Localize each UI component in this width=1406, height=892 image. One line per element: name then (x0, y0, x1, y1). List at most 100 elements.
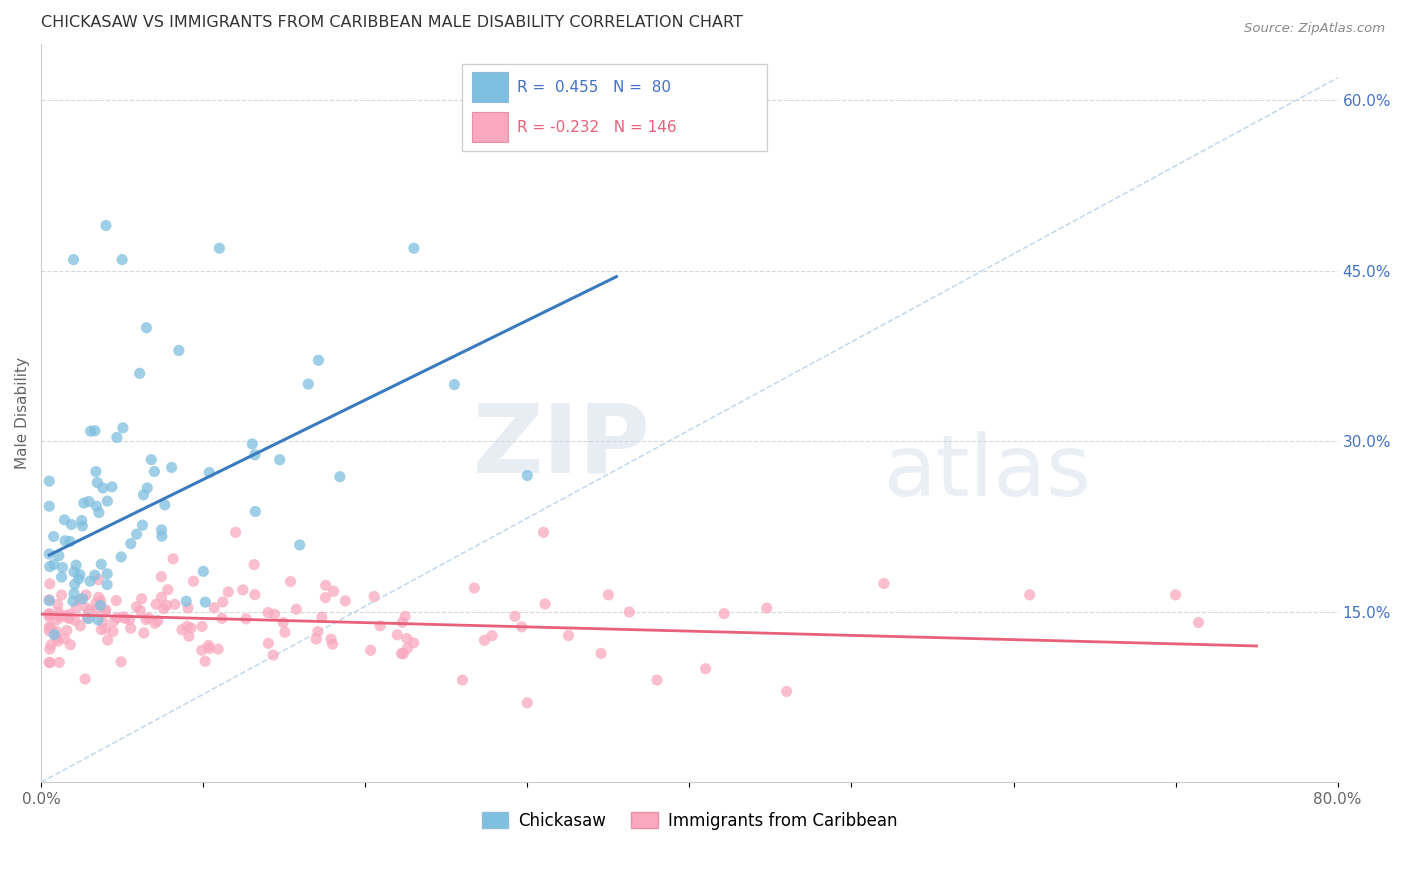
Point (76, 611, 98, 625)
Point (69, 592, 91, 607)
Point (557, 628, 579, 642)
Point (38, 547, 60, 561)
Point (217, 585, 239, 599)
Point (39, 638, 62, 652)
Point (280, 574, 302, 589)
Point (307, 624, 329, 639)
Point (150, 591, 173, 605)
Point (87, 506, 110, 520)
Point (51, 570, 73, 584)
Point (62, 594, 84, 608)
Point (150, 529, 173, 543)
Point (510, 620, 533, 634)
Point (135, 320, 157, 334)
Point (38, 559, 60, 574)
Point (198, 641, 221, 656)
Point (755, 601, 778, 615)
Point (38, 624, 60, 638)
Point (240, 437, 263, 451)
Point (63, 577, 86, 591)
Point (129, 603, 152, 617)
Point (645, 673, 668, 687)
Point (503, 609, 526, 624)
Point (153, 498, 176, 512)
Point (314, 591, 336, 605)
Point (533, 525, 555, 540)
Point (111, 421, 134, 435)
Point (120, 536, 142, 550)
Point (177, 601, 200, 615)
Point (65, 558, 87, 573)
Point (38, 607, 60, 621)
Point (110, 655, 132, 669)
Point (183, 574, 205, 589)
Point (208, 241, 231, 255)
Point (56, 624, 79, 638)
Point (1018, 588, 1040, 602)
Point (589, 647, 612, 661)
Point (232, 582, 254, 597)
Point (111, 252, 134, 267)
Point (135, 613, 157, 627)
Point (145, 597, 167, 611)
Point (202, 600, 225, 615)
Point (79, 604, 101, 618)
Point (180, 621, 202, 635)
Point (46, 634, 69, 648)
Point (481, 629, 503, 643)
Point (96, 494, 118, 508)
Point (391, 615, 413, 630)
Point (368, 619, 391, 633)
Point (94, 622, 117, 636)
Point (84, 596, 107, 610)
Point (38, 642, 60, 657)
Point (176, 619, 198, 633)
Point (243, 588, 266, 602)
Point (177, 629, 200, 643)
Point (136, 481, 159, 495)
Point (79, 424, 101, 438)
Point (329, 469, 352, 483)
Point (63, 586, 86, 600)
Point (305, 632, 328, 646)
Point (90, 558, 112, 572)
Point (463, 581, 485, 595)
Point (56, 610, 79, 624)
Point (191, 619, 214, 633)
Point (271, 615, 294, 630)
Point (194, 595, 217, 609)
Point (163, 597, 186, 611)
Point (156, 599, 179, 613)
Point (146, 614, 169, 628)
Point (170, 623, 193, 637)
Point (48, 549, 70, 563)
Point (103, 615, 125, 629)
Point (39, 621, 62, 635)
Point (38, 500, 60, 514)
Point (392, 647, 415, 661)
Legend: Chickasaw, Immigrants from Caribbean: Chickasaw, Immigrants from Caribbean (475, 805, 904, 837)
Point (79, 574, 101, 589)
Point (211, 595, 233, 609)
Point (67, 572, 90, 586)
Point (311, 610, 333, 624)
Point (598, 588, 620, 602)
Point (83, 568, 105, 582)
Point (128, 367, 150, 381)
Point (83, 424, 105, 438)
Point (38, 577, 60, 591)
Point (44, 627, 66, 641)
Text: atlas: atlas (883, 431, 1091, 514)
Point (394, 609, 416, 624)
Point (96, 566, 118, 581)
Point (75, 672, 97, 686)
Point (197, 639, 219, 653)
Point (138, 611, 160, 625)
Point (194, 654, 217, 668)
Point (101, 624, 124, 639)
Point (285, 602, 308, 616)
Point (125, 599, 148, 614)
Point (90, 623, 112, 637)
Point (76, 601, 98, 615)
Point (114, 612, 136, 626)
